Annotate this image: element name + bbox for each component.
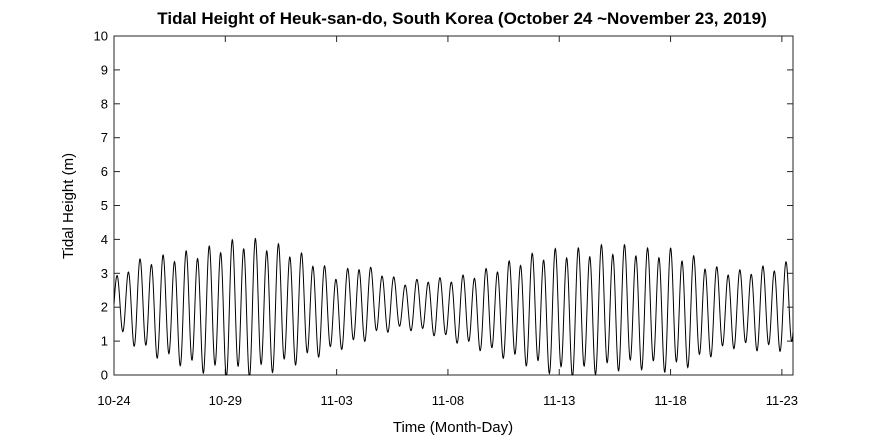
y-tick-label: 4 [101,232,108,247]
x-tick-label: 11-13 [543,393,575,408]
y-tick-label: 1 [101,334,108,349]
x-axis-label: Time (Month-Day) [393,419,513,436]
chart-title: Tidal Height of Heuk-san-do, South Korea… [157,9,766,28]
tidal-height-line [113,237,794,376]
y-axis-label: Tidal Height (m) [60,153,77,259]
series-layer [113,237,794,376]
y-tick-label: 5 [101,198,108,213]
x-tick-label: 11-18 [654,393,686,408]
x-tick-label: 10-29 [209,393,242,408]
x-tick-label: 11-03 [320,393,352,408]
plot-area-frame [113,35,794,376]
x-tick-label: 10-24 [97,393,130,408]
x-tick-label: 11-23 [766,393,798,408]
y-tick-label: 3 [101,266,108,281]
y-tick-label: 8 [101,96,108,111]
axis-ticks: 0 1 2 3 4 5 6 7 8 9 10 10-24 10-29 11-03 11-08 11-13 11-… [94,29,798,409]
x-tick-label: 11-08 [432,393,464,408]
y-tick-label: 7 [101,130,108,145]
y-tick-label: 10 [94,29,108,44]
y-tick-label: 6 [101,164,108,179]
y-tick-label: 9 [101,62,108,77]
y-tick-label: 0 [101,368,108,383]
y-tick-label: 2 [101,300,108,315]
